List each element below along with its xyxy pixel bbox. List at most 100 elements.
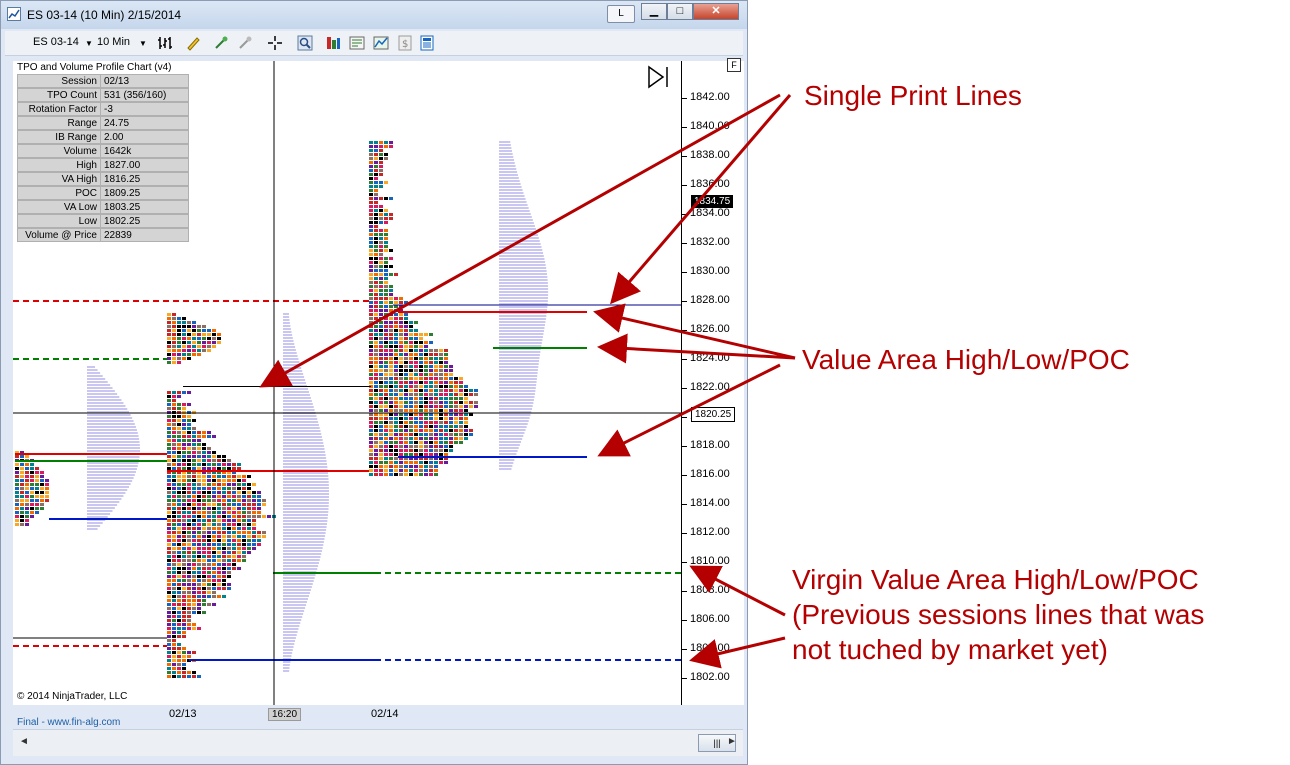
tpo-block: [177, 407, 181, 410]
tpo-block: [202, 495, 206, 498]
volume-bar: [283, 574, 316, 576]
scroll-left-icon[interactable]: ◄: [19, 736, 29, 747]
tpo-block: [242, 535, 246, 538]
tpo-block: [172, 483, 176, 486]
scroll-right-icon[interactable]: ►: [727, 736, 737, 747]
tpo-block: [192, 543, 196, 546]
tpo-block: [384, 373, 388, 376]
tpo-block: [217, 523, 221, 526]
tpo-block: [409, 417, 413, 420]
chart-template-icon[interactable]: [373, 35, 389, 51]
tpo-block: [15, 451, 19, 454]
tpo-block: [172, 587, 176, 590]
pencil-draw-icon[interactable]: [185, 35, 201, 51]
tpo-block: [172, 563, 176, 566]
volume-bar: [283, 394, 310, 396]
play-forward-icon[interactable]: [648, 65, 668, 89]
tpo-block: [384, 285, 388, 288]
tpo-block: [172, 635, 176, 638]
info-row-key: Rotation Factor: [17, 102, 101, 116]
f-button[interactable]: F: [727, 58, 741, 72]
tpo-block: [394, 425, 398, 428]
tpo-block: [212, 337, 216, 340]
tpo-block: [444, 349, 448, 352]
tpo-block: [247, 527, 251, 530]
close-button[interactable]: ✕: [693, 3, 739, 20]
volume-bar: [283, 580, 314, 582]
maximize-button[interactable]: □: [667, 3, 693, 20]
tpo-block: [374, 261, 378, 264]
tpo-block: [182, 535, 186, 538]
crosshair-icon[interactable]: [267, 35, 283, 51]
tpo-block: [25, 495, 29, 498]
tpo-block: [449, 445, 453, 448]
minimize-button[interactable]: ▁: [641, 3, 667, 20]
zoom-icon[interactable]: [297, 35, 313, 51]
instrument-dropdown-icon[interactable]: ▼: [85, 39, 93, 48]
data-box-icon[interactable]: [325, 35, 341, 51]
tpo-block: [394, 429, 398, 432]
tpo-block: [414, 321, 418, 324]
tpo-block: [459, 425, 463, 428]
add-indicator-icon[interactable]: [213, 35, 229, 51]
interval-dropdown-icon[interactable]: ▼: [139, 39, 147, 48]
tpo-block: [242, 515, 246, 518]
tpo-block: [404, 397, 408, 400]
tpo-block: [232, 535, 236, 538]
properties-icon[interactable]: [349, 35, 365, 51]
bar-type-icon[interactable]: [157, 35, 173, 51]
volume-bar: [499, 150, 513, 152]
date-axis[interactable]: 02/13 16:20 02/14: [13, 705, 681, 727]
tpo-block: [384, 261, 388, 264]
interval-selector[interactable]: 10 Min: [97, 36, 131, 48]
tpo-block: [369, 313, 373, 316]
tpo-block: [419, 453, 423, 456]
strategy-icon[interactable]: [237, 35, 253, 51]
tpo-block: [374, 233, 378, 236]
volume-bar: [499, 189, 523, 191]
tpo-block: [389, 361, 393, 364]
footer-link[interactable]: Final - www.fin-alg.com: [17, 717, 121, 728]
instrument-selector[interactable]: ES 03-14: [33, 36, 79, 48]
volume-bar: [87, 513, 111, 515]
title-bar[interactable]: ES 03-14 (10 Min) 2/15/2014 L ▁ □ ✕: [1, 1, 747, 29]
tpo-block: [434, 405, 438, 408]
tpo-block: [227, 563, 231, 566]
tpo-block: [399, 373, 403, 376]
tpo-block: [182, 511, 186, 514]
scroll-thumb[interactable]: |||: [698, 734, 736, 752]
volume-bar: [283, 544, 324, 546]
tpo-block: [399, 449, 403, 452]
tpo-block: [172, 455, 176, 458]
volume-bar: [499, 222, 534, 224]
dollar-icon[interactable]: $: [397, 35, 413, 51]
link-button[interactable]: L: [607, 5, 635, 23]
tpo-block: [257, 491, 261, 494]
tpo-block: [399, 393, 403, 396]
tpo-block: [187, 479, 191, 482]
tpo-block: [197, 627, 201, 630]
volume-bar: [283, 484, 329, 486]
tpo-block: [177, 507, 181, 510]
tpo-block: [404, 337, 408, 340]
info-row-key: Volume: [17, 144, 101, 158]
tpo-block: [197, 345, 201, 348]
tpo-block: [429, 385, 433, 388]
tpo-block: [404, 369, 408, 372]
price-axis[interactable]: 1842.00 1840.00 1838.00 1836.00 1834.00 1832.…: [681, 61, 744, 705]
window-layout-icon[interactable]: [419, 35, 435, 51]
volume-bar: [499, 240, 540, 242]
tpo-block: [444, 417, 448, 420]
tpo-block: [172, 329, 176, 332]
tpo-block: [409, 385, 413, 388]
tpo-block: [172, 423, 176, 426]
tpo-block: [172, 333, 176, 336]
tpo-block: [379, 249, 383, 252]
tpo-block: [394, 433, 398, 436]
tpo-block: [384, 297, 388, 300]
tpo-block: [247, 507, 251, 510]
tpo-block: [197, 551, 201, 554]
tpo-block: [369, 345, 373, 348]
horizontal-scrollbar[interactable]: ◄ ||| ►: [13, 729, 743, 756]
tpo-block: [399, 445, 403, 448]
